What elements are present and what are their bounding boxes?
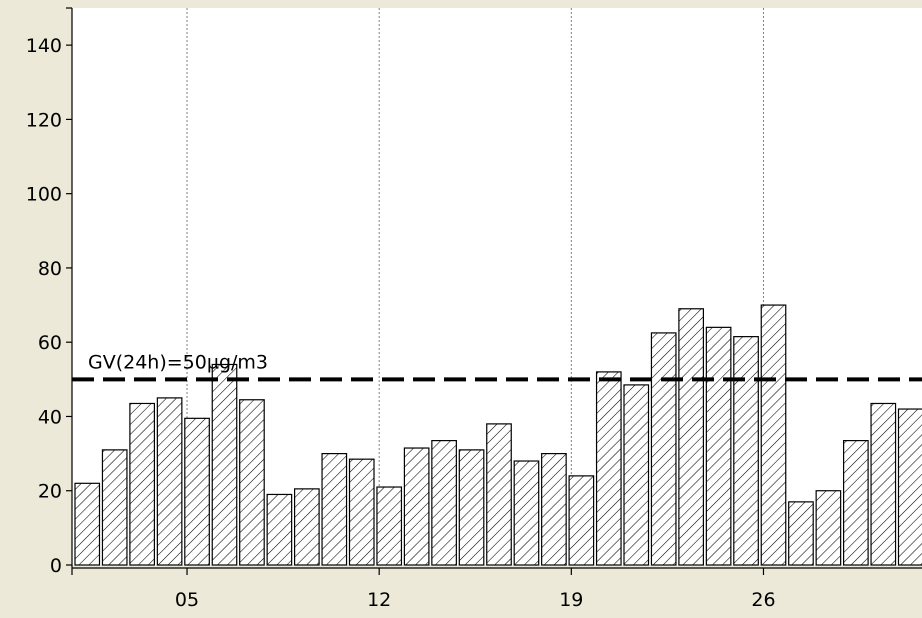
bar bbox=[816, 491, 841, 565]
bar bbox=[734, 337, 759, 565]
bar bbox=[322, 454, 347, 565]
bar bbox=[789, 502, 814, 565]
bar bbox=[350, 459, 375, 565]
bar bbox=[157, 398, 182, 565]
x-tick-label: 19 bbox=[559, 589, 583, 611]
bar bbox=[377, 487, 402, 565]
bar bbox=[267, 494, 292, 565]
y-tick-label: 20 bbox=[38, 481, 62, 503]
y-tick-label: 120 bbox=[26, 109, 62, 131]
bar bbox=[102, 450, 127, 565]
bar bbox=[295, 489, 320, 565]
y-tick-label: 0 bbox=[50, 555, 62, 577]
y-tick-label: 40 bbox=[38, 406, 62, 428]
y-tick-label: 100 bbox=[26, 184, 62, 206]
bar bbox=[899, 409, 922, 565]
bar bbox=[432, 441, 457, 565]
bar bbox=[597, 372, 622, 565]
y-tick-label: 60 bbox=[38, 332, 62, 354]
bar bbox=[761, 305, 786, 565]
bar bbox=[871, 403, 896, 565]
bar bbox=[404, 448, 429, 565]
y-tick-label: 80 bbox=[38, 258, 62, 280]
bar bbox=[185, 418, 210, 565]
bar bbox=[706, 327, 731, 565]
bar bbox=[569, 476, 594, 565]
bar bbox=[130, 403, 155, 565]
bar bbox=[624, 385, 649, 565]
bar bbox=[459, 450, 484, 565]
bar bbox=[240, 400, 265, 565]
bar bbox=[75, 483, 100, 565]
y-tick-label: 140 bbox=[26, 35, 62, 57]
x-tick-label: 12 bbox=[367, 589, 391, 611]
x-tick-label: 05 bbox=[175, 589, 199, 611]
reference-line-label: GV(24h)=50µg/m3 bbox=[88, 351, 268, 373]
x-tick-label: 26 bbox=[751, 589, 775, 611]
bar bbox=[487, 424, 512, 565]
bar bbox=[212, 364, 237, 565]
bar bbox=[514, 461, 539, 565]
bar bbox=[844, 441, 869, 565]
bar bbox=[651, 333, 676, 565]
bar bbox=[542, 454, 567, 565]
bar bbox=[679, 309, 704, 565]
